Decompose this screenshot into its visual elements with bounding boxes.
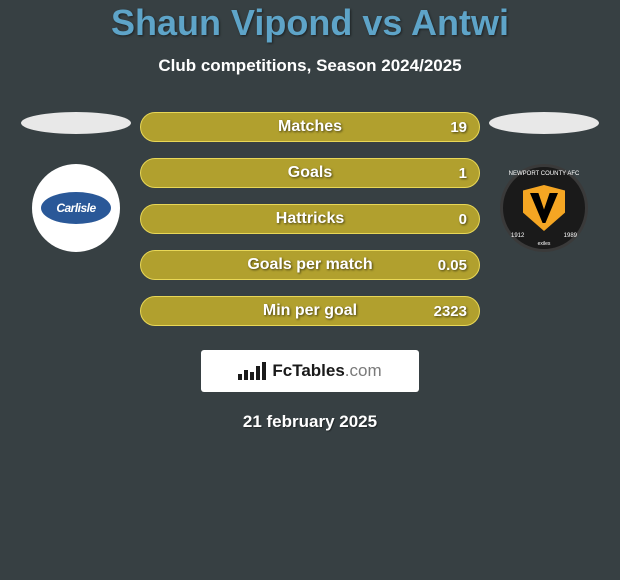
stat-label: Goals xyxy=(288,164,332,182)
brand-box: FcTables.com xyxy=(201,350,419,392)
stat-value-right: 2323 xyxy=(434,303,467,320)
infographic-root: Shaun Vipond vs Antwi Club competitions,… xyxy=(0,0,620,432)
stat-row-hattricks: Hattricks 0 xyxy=(140,204,480,234)
newport-year-right: 1989 xyxy=(564,233,577,239)
left-club-badge: Carlisle xyxy=(32,164,120,252)
brand-suffix: .com xyxy=(345,361,382,380)
stat-label: Min per goal xyxy=(263,302,357,320)
stats-column: Matches 19 Goals 1 Hattricks 0 Goals per… xyxy=(136,112,484,326)
stat-row-goals: Goals 1 xyxy=(140,158,480,188)
right-column: NEWPORT COUNTY AFC 1912 1989 exiles xyxy=(484,112,604,252)
stat-value-right: 0 xyxy=(459,211,467,228)
stat-label: Goals per match xyxy=(247,256,372,274)
newport-arc-text: NEWPORT COUNTY AFC xyxy=(509,171,580,177)
newport-shield xyxy=(523,185,565,231)
stat-label: Hattricks xyxy=(276,210,344,228)
stat-value-right: 1 xyxy=(459,165,467,182)
stat-row-min-per-goal: Min per goal 2323 xyxy=(140,296,480,326)
left-column: Carlisle xyxy=(16,112,136,252)
newport-year-left: 1912 xyxy=(511,233,524,239)
stat-row-goals-per-match: Goals per match 0.05 xyxy=(140,250,480,280)
newport-inner xyxy=(519,178,569,238)
newport-bottom-text: exiles xyxy=(538,241,551,247)
stat-row-matches: Matches 19 xyxy=(140,112,480,142)
subtitle: Club competitions, Season 2024/2025 xyxy=(0,56,620,76)
stat-value-right: 0.05 xyxy=(438,257,467,274)
newport-shield-v xyxy=(530,193,558,223)
main-row: Carlisle Matches 19 Goals 1 Hattricks 0 … xyxy=(0,112,620,326)
bar-chart-icon xyxy=(238,362,266,380)
date-text: 21 february 2025 xyxy=(0,412,620,432)
left-player-oval xyxy=(21,112,131,134)
page-title: Shaun Vipond vs Antwi xyxy=(0,2,620,44)
right-club-badge: NEWPORT COUNTY AFC 1912 1989 exiles xyxy=(500,164,588,252)
stat-label: Matches xyxy=(278,118,342,136)
stat-value-right: 19 xyxy=(450,119,467,136)
carlisle-logo-text: Carlisle xyxy=(41,192,111,224)
brand-name: FcTables xyxy=(272,361,344,380)
brand-text: FcTables.com xyxy=(272,361,381,381)
right-player-oval xyxy=(489,112,599,134)
